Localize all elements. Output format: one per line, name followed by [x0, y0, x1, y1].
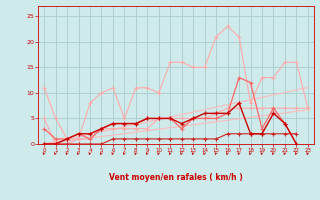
X-axis label: Vent moyen/en rafales ( km/h ): Vent moyen/en rafales ( km/h ) — [109, 173, 243, 182]
